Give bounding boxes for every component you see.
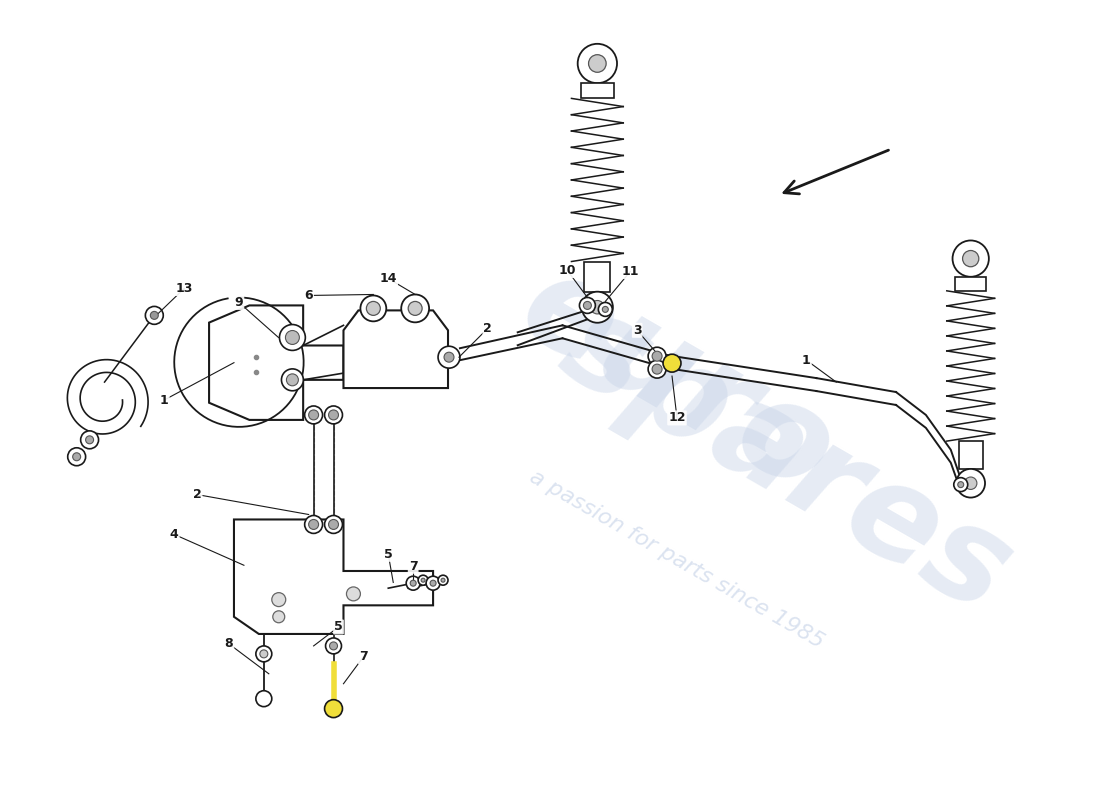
Circle shape — [402, 294, 429, 322]
Circle shape — [591, 301, 604, 314]
Circle shape — [305, 406, 322, 424]
Circle shape — [962, 250, 979, 266]
Circle shape — [438, 346, 460, 368]
Text: a passion for parts since 1985: a passion for parts since 1985 — [526, 466, 827, 652]
Circle shape — [80, 431, 99, 449]
Circle shape — [426, 576, 440, 590]
Bar — [584, 262, 610, 292]
Circle shape — [406, 576, 420, 590]
Circle shape — [430, 580, 436, 586]
Circle shape — [652, 364, 662, 374]
Text: 2: 2 — [192, 488, 201, 501]
Circle shape — [73, 453, 80, 461]
Circle shape — [953, 241, 989, 277]
Circle shape — [648, 360, 666, 378]
Bar — [581, 83, 614, 98]
Polygon shape — [239, 534, 323, 606]
Circle shape — [272, 593, 286, 606]
Circle shape — [326, 638, 341, 654]
Circle shape — [444, 352, 454, 362]
Circle shape — [256, 646, 272, 662]
Text: spares: spares — [540, 281, 1033, 638]
Polygon shape — [234, 519, 433, 634]
Circle shape — [588, 54, 606, 72]
Circle shape — [956, 469, 984, 498]
Circle shape — [580, 298, 595, 314]
Text: 7: 7 — [359, 650, 367, 663]
Bar — [956, 277, 986, 291]
Circle shape — [86, 436, 94, 444]
Circle shape — [256, 690, 272, 706]
Circle shape — [578, 44, 617, 83]
Text: 7: 7 — [409, 560, 418, 573]
Text: 3: 3 — [632, 324, 641, 337]
Text: 1: 1 — [802, 354, 811, 366]
Circle shape — [324, 515, 342, 534]
Circle shape — [598, 302, 613, 316]
Circle shape — [286, 374, 298, 386]
Circle shape — [438, 575, 448, 585]
Circle shape — [329, 410, 339, 420]
Circle shape — [305, 515, 322, 534]
Circle shape — [954, 478, 968, 491]
Text: euro: euro — [498, 240, 856, 520]
Circle shape — [603, 306, 608, 312]
Circle shape — [410, 580, 416, 586]
Bar — [592, 292, 603, 305]
Circle shape — [441, 578, 446, 582]
Circle shape — [324, 700, 342, 718]
Circle shape — [583, 302, 592, 310]
Text: 5: 5 — [334, 621, 343, 634]
Text: 2: 2 — [484, 322, 492, 335]
Circle shape — [285, 330, 299, 345]
Circle shape — [648, 347, 666, 365]
Circle shape — [151, 311, 158, 319]
Circle shape — [329, 519, 339, 530]
Text: 14: 14 — [379, 272, 397, 285]
Circle shape — [421, 578, 425, 582]
Circle shape — [68, 448, 86, 466]
Circle shape — [309, 410, 319, 420]
Circle shape — [958, 482, 964, 488]
Circle shape — [366, 302, 381, 315]
Circle shape — [663, 354, 681, 372]
Bar — [959, 441, 982, 469]
Circle shape — [408, 302, 422, 315]
Text: 12: 12 — [668, 411, 685, 425]
Text: 11: 11 — [621, 265, 639, 278]
Circle shape — [582, 292, 613, 322]
Circle shape — [145, 306, 163, 324]
Text: 9: 9 — [234, 296, 243, 309]
Text: 5: 5 — [384, 548, 393, 561]
Circle shape — [965, 477, 977, 490]
Polygon shape — [343, 310, 448, 388]
Text: 1: 1 — [160, 394, 168, 406]
Text: 6: 6 — [305, 289, 312, 302]
Text: 10: 10 — [559, 264, 576, 277]
Circle shape — [652, 351, 662, 361]
Text: 8: 8 — [224, 638, 233, 650]
Circle shape — [324, 406, 342, 424]
Text: 13: 13 — [176, 282, 192, 295]
Circle shape — [279, 325, 306, 350]
Circle shape — [418, 575, 428, 585]
Text: 4: 4 — [169, 528, 178, 541]
Polygon shape — [209, 306, 343, 420]
Circle shape — [260, 650, 267, 658]
Circle shape — [346, 587, 361, 601]
Circle shape — [330, 642, 338, 650]
Circle shape — [361, 295, 386, 322]
Circle shape — [282, 369, 304, 390]
Bar — [966, 469, 976, 481]
Circle shape — [273, 611, 285, 622]
Circle shape — [309, 519, 319, 530]
